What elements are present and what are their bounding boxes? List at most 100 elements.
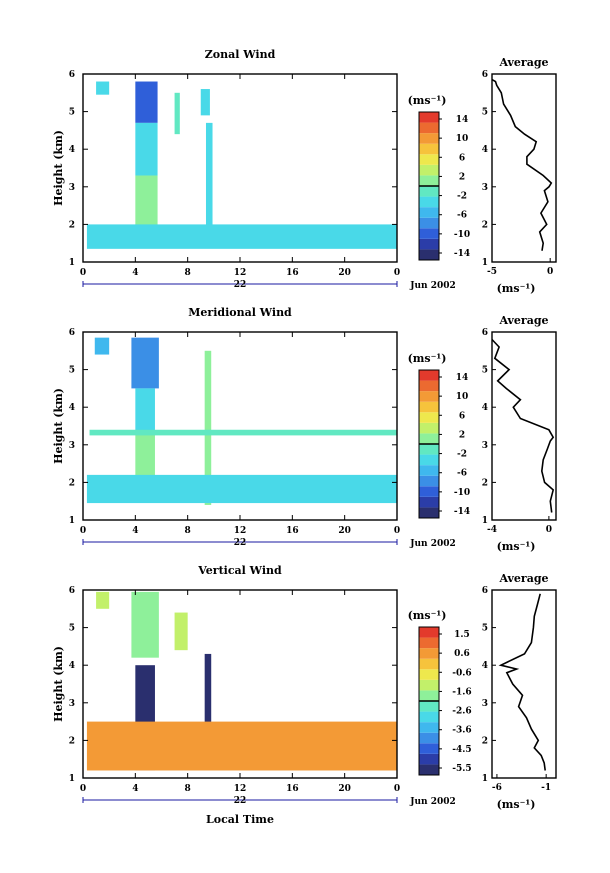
- heatmap-cell: [204, 350, 212, 505]
- heatmap-cell: [205, 122, 213, 240]
- colorbar-swatch: [419, 249, 439, 260]
- heatmap-cell: [131, 591, 159, 658]
- colorbar-swatch: [419, 112, 439, 123]
- colorbar-unit: (ms⁻¹): [408, 352, 447, 365]
- average-y-tick-label: 6: [482, 586, 488, 596]
- colorbar-swatch: [419, 475, 439, 487]
- colorbar-tick-label: -2.6: [452, 707, 471, 717]
- colorbar-tick-label: -4.5: [452, 745, 471, 755]
- y-tick-label: 3: [69, 441, 75, 451]
- heatmap-cell: [89, 429, 398, 436]
- x-tick-label: 8: [185, 526, 191, 536]
- colorbar-swatch: [419, 122, 439, 134]
- colorbar-swatch: [419, 679, 439, 691]
- colorbar-swatch: [419, 669, 439, 680]
- average-y-tick-label: 4: [482, 145, 488, 155]
- colorbar-tick-label: 10: [456, 134, 469, 144]
- x-tick-label: 4: [132, 784, 138, 794]
- y-tick-label: 4: [69, 145, 75, 155]
- average-y-tick-label: 3: [482, 183, 488, 193]
- colorbar-swatch: [419, 412, 439, 423]
- x-tick-label: 12: [234, 784, 247, 794]
- heatmap-cell: [86, 224, 398, 249]
- average-frame: [491, 589, 557, 779]
- heatmap-cell: [204, 653, 212, 760]
- colorbar-swatch: [419, 186, 439, 197]
- colorbar-tick-label: -6: [457, 469, 467, 479]
- colorbar-swatch: [419, 401, 439, 413]
- heatmap-cell: [174, 92, 180, 135]
- average-x-tick-label: 0: [546, 525, 552, 535]
- average-y-tick-label: 2: [482, 220, 488, 230]
- y-tick-label: 6: [69, 586, 75, 596]
- colorbar-swatch: [419, 648, 439, 659]
- x-tick-label: 16: [286, 784, 299, 794]
- colorbar-swatch: [419, 496, 439, 508]
- date-label: Jun 2002: [409, 539, 456, 549]
- colorbar-swatch: [419, 175, 439, 186]
- colorbar-tick-label: -6: [457, 211, 467, 221]
- average-x-unit: (ms⁻¹): [497, 540, 536, 553]
- colorbar-tick-label: -5.5: [452, 764, 471, 774]
- x-tick-label: 0: [80, 784, 86, 794]
- colorbar-swatch: [419, 732, 439, 744]
- colorbar-tick-label: -1.6: [452, 687, 471, 697]
- x-tick-label: 0: [394, 526, 400, 536]
- colorbar-swatch: [419, 690, 439, 701]
- y-tick-label: 2: [69, 220, 75, 230]
- colorbar-swatch: [419, 391, 439, 402]
- average-x-unit: (ms⁻¹): [497, 798, 536, 811]
- heatmap-cell: [135, 122, 158, 176]
- colorbar-tick-label: -2: [457, 192, 467, 202]
- average-y-tick-label: 6: [482, 70, 488, 80]
- heatmap-cell: [86, 721, 398, 771]
- y-tick-label: 2: [69, 736, 75, 746]
- colorbar-swatch: [419, 764, 439, 775]
- chart-title: Meridional Wind: [188, 306, 292, 319]
- colorbar-tick-label: -10: [454, 488, 470, 498]
- average-y-tick-label: 1: [482, 774, 488, 784]
- x-tick-label: 8: [185, 784, 191, 794]
- colorbar-swatch: [419, 422, 439, 434]
- colorbar-tick-label: -0.6: [452, 668, 471, 678]
- average-profile-line: [491, 338, 555, 513]
- colorbar-swatch: [419, 370, 439, 381]
- y-axis-label: Height (km): [52, 130, 65, 206]
- colorbar-swatch: [419, 722, 439, 733]
- average-y-tick-label: 1: [482, 258, 488, 268]
- colorbar-tick-label: -10: [454, 230, 470, 240]
- colorbar-tick-label: 2: [459, 172, 465, 182]
- average-y-tick-label: 3: [482, 699, 488, 709]
- colorbar-unit: (ms⁻¹): [408, 609, 447, 622]
- colorbar-unit: (ms⁻¹): [408, 94, 447, 107]
- date-label: Jun 2002: [409, 281, 456, 291]
- average-profile-line: [491, 78, 553, 251]
- average-y-tick-label: 6: [482, 328, 488, 338]
- colorbar-tick-label: 6: [459, 153, 465, 163]
- average-title: Average: [498, 314, 548, 327]
- y-tick-label: 5: [69, 366, 75, 376]
- colorbar-tick-label: 14: [456, 115, 469, 125]
- colorbar-tick-label: 14: [456, 373, 469, 383]
- day-label: 22: [234, 796, 247, 806]
- x-tick-label: 20: [338, 526, 351, 536]
- chart-title: Zonal Wind: [205, 48, 276, 61]
- y-tick-label: 6: [69, 328, 75, 338]
- average-y-tick-label: 2: [482, 478, 488, 488]
- colorbar-tick-label: 1.5: [454, 630, 470, 640]
- average-x-tick-label: 0: [547, 267, 553, 277]
- colorbar-swatch: [419, 444, 439, 455]
- average-frame: [491, 73, 557, 263]
- colorbar-swatch: [419, 701, 439, 712]
- average-x-tick-label: -5: [487, 267, 497, 277]
- chart-title: Vertical Wind: [197, 564, 282, 577]
- colorbar-swatch: [419, 238, 439, 250]
- colorbar-swatch: [419, 711, 439, 723]
- heatmap-cell: [96, 591, 110, 609]
- colorbar-swatch: [419, 164, 439, 176]
- colorbar-swatch: [419, 143, 439, 155]
- heatmap-cell: [200, 89, 210, 116]
- colorbar-tick-label: -2: [457, 450, 467, 460]
- colorbar-swatch: [419, 627, 439, 638]
- y-tick-label: 5: [69, 624, 75, 634]
